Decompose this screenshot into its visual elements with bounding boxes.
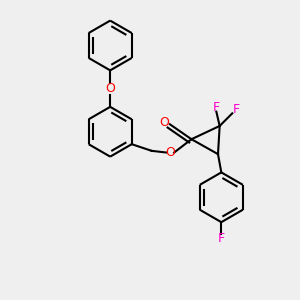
Text: F: F xyxy=(213,101,220,114)
Text: O: O xyxy=(165,146,175,159)
Text: F: F xyxy=(218,232,225,245)
Text: F: F xyxy=(233,103,240,116)
Text: O: O xyxy=(105,82,115,95)
Text: O: O xyxy=(159,116,169,129)
